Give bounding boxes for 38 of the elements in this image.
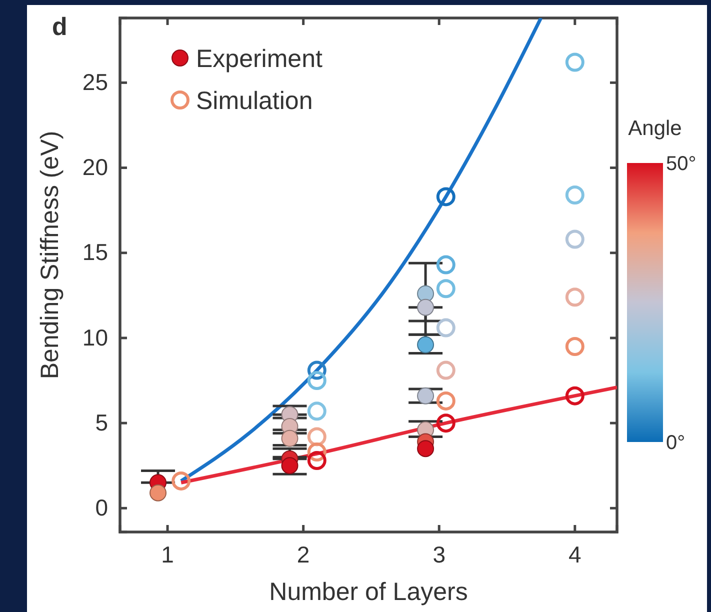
point bbox=[436, 318, 456, 338]
point bbox=[565, 230, 584, 249]
point bbox=[417, 298, 434, 316]
point bbox=[281, 457, 298, 474]
y-tick-label: 5 bbox=[95, 409, 108, 436]
point bbox=[436, 187, 456, 206]
point bbox=[565, 52, 584, 72]
point bbox=[172, 471, 191, 490]
point bbox=[436, 255, 456, 274]
point bbox=[417, 387, 434, 404]
y-tick-label: 15 bbox=[82, 239, 108, 266]
point bbox=[565, 186, 584, 205]
x-tick-label: 3 bbox=[432, 541, 446, 568]
legend-label: Experiment bbox=[196, 45, 322, 73]
color-bar-label: 50° bbox=[666, 153, 696, 175]
color-bar-title: Angle bbox=[628, 117, 682, 140]
y-tick-label: 25 bbox=[82, 69, 108, 96]
point bbox=[417, 440, 434, 458]
color-bar-label: 0° bbox=[666, 432, 686, 454]
point bbox=[281, 430, 298, 447]
y-tick-label: 10 bbox=[82, 324, 108, 350]
x-tick-label: 1 bbox=[161, 541, 174, 568]
point bbox=[565, 288, 584, 307]
x-tick-label: 4 bbox=[568, 541, 582, 568]
point bbox=[307, 371, 326, 390]
y-tick-label: 0 bbox=[95, 494, 108, 521]
text: d bbox=[52, 13, 68, 41]
point bbox=[307, 402, 326, 421]
point bbox=[565, 336, 584, 356]
point bbox=[417, 285, 434, 302]
point bbox=[436, 279, 456, 298]
x-tick-label: 2 bbox=[296, 541, 310, 568]
y-axis-title: Bending Stiffness (eV) bbox=[36, 130, 64, 380]
legend-label: Simulation bbox=[196, 87, 313, 115]
point bbox=[436, 391, 456, 410]
y-tick-label: 20 bbox=[82, 154, 108, 180]
x-axis-title: Number of Layers bbox=[269, 578, 468, 606]
point bbox=[436, 360, 456, 380]
